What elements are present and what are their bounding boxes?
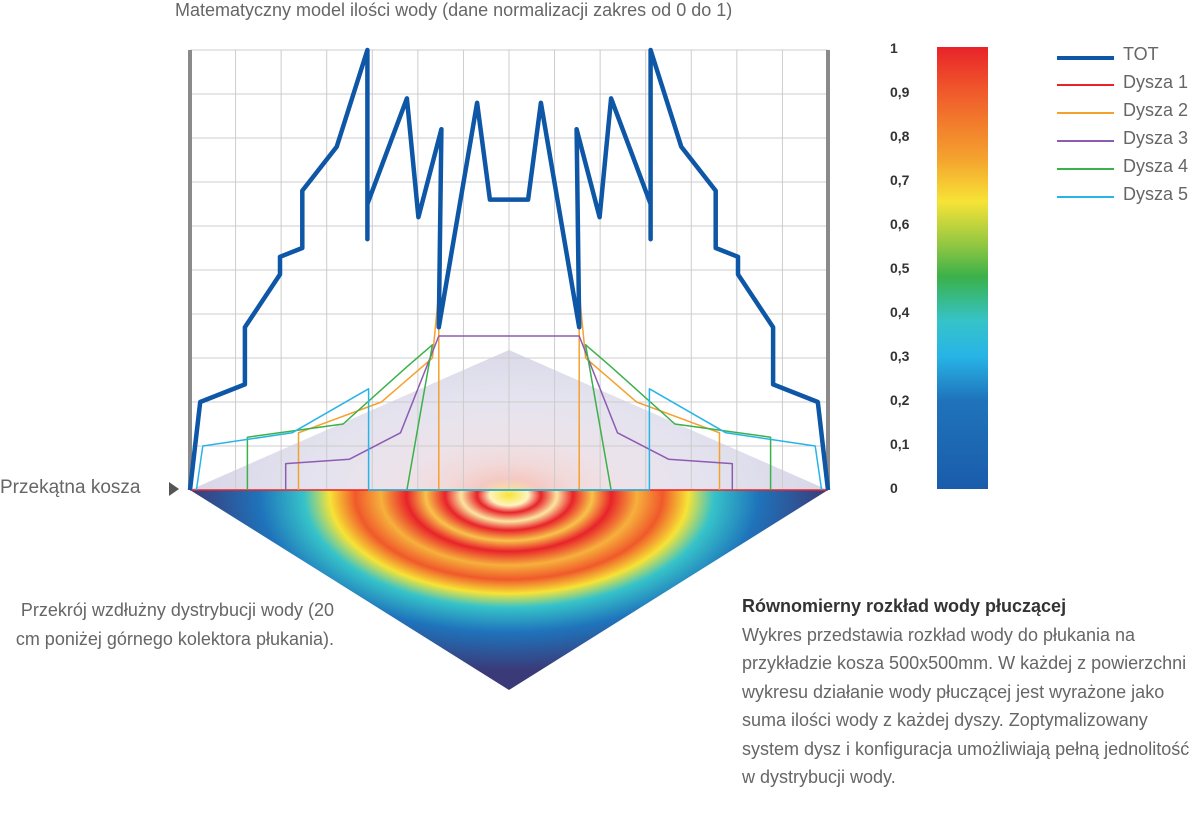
series-line-dysza-5	[195, 388, 823, 491]
legend-label: TOT	[1123, 44, 1159, 64]
chart-series	[187, 47, 831, 491]
description-body: Wykres przedstawia rozkład wody do płuka…	[742, 624, 1190, 788]
description: Równomierny rozkład wody płuczącej Wykre…	[742, 592, 1200, 792]
legend-swatch	[1057, 140, 1114, 142]
colorbar-tick-label: 0,7	[890, 172, 910, 188]
series-line-tot	[187, 47, 831, 491]
diagonal-label: Przekątna kosza	[0, 477, 141, 498]
legend-label: Dysza 5	[1123, 184, 1189, 204]
colorbar	[937, 47, 988, 489]
legend-label: Dysza 1	[1123, 72, 1189, 92]
legend-label: Dysza 2	[1123, 100, 1189, 120]
colorbar-tick-label: 0,4	[890, 304, 910, 320]
colorbar-tick-label: 0,3	[890, 348, 910, 364]
chart-grid	[189, 49, 829, 491]
colorbar-tick-label: 0,9	[890, 84, 910, 100]
legend-label: Dysza 3	[1123, 128, 1189, 148]
legend-swatch	[1057, 84, 1114, 86]
colorbar-tick-label: 0,8	[890, 128, 910, 144]
legend-label: Dysza 4	[1123, 156, 1189, 176]
section-caption: Przekrój wzdłużny dystrybucji wody (20 c…	[15, 600, 334, 649]
colorbar-tick-label: 1	[890, 40, 898, 56]
legend-swatch	[1057, 56, 1114, 60]
colorbar-tick-label: 0,2	[890, 392, 910, 408]
diagonal-arrow-icon	[169, 482, 179, 496]
legend-swatch	[1057, 168, 1114, 170]
chart-title: Matematyczny model ilości wody (dane nor…	[175, 0, 733, 20]
chart-axes	[188, 50, 830, 490]
legend-swatch	[1057, 112, 1114, 114]
colorbar-tick-label: 0,5	[890, 260, 910, 276]
series-line-dysza-3	[284, 335, 734, 490]
legend-swatch	[1057, 196, 1114, 198]
heatmap-bottom	[190, 490, 828, 690]
colorbar-tick-label: 0,1	[890, 436, 910, 452]
colorbar-tick-label: 0	[890, 480, 898, 496]
description-title: Równomierny rozkład wody płuczącej	[742, 596, 1067, 616]
colorbar-tick-label: 0,6	[890, 216, 910, 232]
